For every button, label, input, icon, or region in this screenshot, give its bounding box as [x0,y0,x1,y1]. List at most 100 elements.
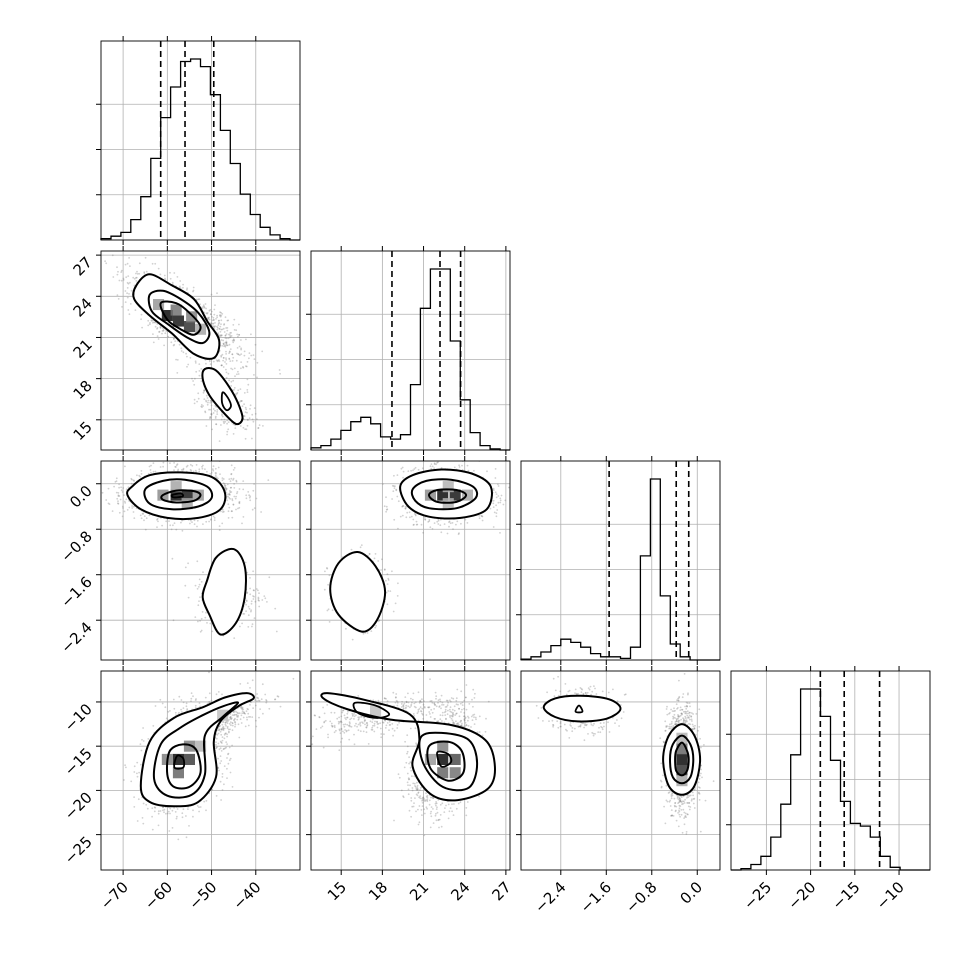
scatter-point [223,483,226,485]
scatter-point [211,428,214,431]
scatter-panel-2-1 [306,456,511,665]
scatter-point [219,314,221,317]
scatter-point [208,318,211,321]
scatter-point [136,273,139,275]
scatter-point [217,359,220,362]
scatter-point [208,520,211,523]
scatter-point [116,266,118,269]
scatter-point [220,311,223,314]
scatter-point [131,505,134,507]
scatter-point [216,409,219,411]
scatter-point [231,339,234,342]
scatter-point [204,411,207,414]
scatter-point [117,454,119,456]
scatter-point [127,275,130,277]
scatter-point [229,336,231,339]
scatter-point [169,462,171,464]
scatter-point [248,357,250,360]
scatter-point [198,374,201,377]
scatter-point [210,413,213,415]
scatter-point [143,271,146,274]
scatter-point [245,600,248,602]
scatter-point [246,591,249,594]
scatter-point [162,329,165,332]
scatter-point [254,413,257,415]
scatter-point [229,351,231,353]
scatter-point [159,326,162,329]
scatter-point [118,486,120,489]
scatter-point [116,273,119,276]
scatter-point [118,483,120,486]
scatter-point [253,483,256,485]
scatter-point [222,342,225,345]
scatter-point [194,362,197,364]
scatter-point [215,476,218,478]
histogram-step [310,268,510,451]
scatter-point [129,303,132,305]
panel-frame [100,460,301,661]
scatter-point [191,377,193,380]
scatter-point [127,309,130,311]
scatter-point [149,469,152,471]
scatter-point [401,466,404,469]
scatter-point [182,286,184,289]
scatter-point [150,464,152,467]
scatter-point [221,344,224,347]
scatter-point [192,290,194,293]
scatter-point [227,495,230,498]
scatter-point [225,327,228,329]
scatter-point [105,262,108,265]
scatter-point [222,339,225,342]
scatter-point [116,294,119,296]
scatter-point [396,495,399,498]
scatter-point [225,337,228,340]
scatter-point [132,479,135,482]
scatter-point [205,362,207,365]
scatter-point [252,570,255,573]
scatter-point [194,360,197,363]
scatter-point [250,354,253,357]
scatter-point [495,515,498,518]
scatter-point [414,514,417,517]
scatter-point [111,510,114,512]
scatter-point [194,584,197,587]
scatter-point [201,406,203,408]
scatter-point [186,287,189,290]
scatter-point [234,393,237,396]
scatter-point [205,520,208,523]
scatter-point [136,270,138,273]
scatter-point [174,465,177,468]
scatter-point [124,465,126,468]
scatter-point [408,511,411,514]
scatter-point [216,328,219,331]
scatter-point [225,342,228,344]
scatter-point [417,468,420,471]
scatter-point [245,603,248,606]
scatter-point [210,412,213,415]
contour-line [132,273,221,360]
density-cell [181,498,193,510]
scatter-point [495,496,498,499]
scatter-point [421,467,424,470]
scatter-point [404,507,407,510]
scatter-point [245,408,248,411]
contour-line [159,300,202,336]
scatter-point [242,488,245,491]
scatter-point [154,321,157,324]
scatter-point [244,406,247,409]
scatter-point [156,518,158,521]
scatter-point [212,360,215,363]
scatter-point [227,510,230,513]
scatter-point [231,368,234,371]
scatter-point [230,510,233,513]
scatter-point [386,508,389,511]
scatter-point [249,408,251,410]
scatter-point [233,387,236,389]
scatter-point [120,489,123,492]
scatter-point [236,352,238,355]
scatter-point [230,335,233,337]
scatter-point [187,363,190,366]
scatter-point [172,524,174,527]
scatter-point [237,389,240,392]
scatter-point [422,531,424,534]
